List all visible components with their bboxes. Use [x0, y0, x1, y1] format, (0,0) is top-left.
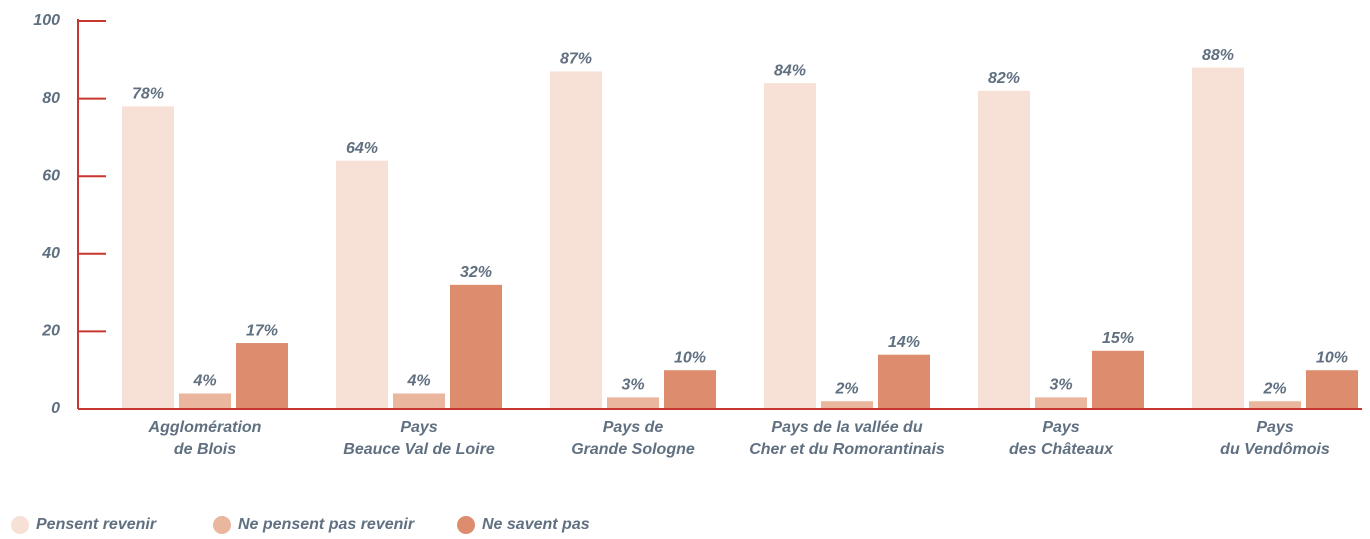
x-tick-label: Beauce Val de Loire — [343, 441, 495, 458]
bar — [179, 393, 231, 409]
value-label: 3% — [621, 377, 644, 394]
y-tick-label: 40 — [41, 245, 60, 262]
x-tick-label: Pays — [400, 419, 437, 436]
value-label: 4% — [192, 373, 216, 390]
bar — [1035, 397, 1087, 409]
y-tick-label: 20 — [41, 323, 60, 340]
bar — [1306, 370, 1358, 409]
value-label: 82% — [988, 70, 1020, 87]
y-tick-label: 60 — [42, 167, 60, 184]
value-label: 15% — [1102, 330, 1134, 347]
x-tick-label: de Blois — [174, 441, 236, 458]
value-label: 10% — [674, 349, 706, 366]
bar — [978, 90, 1030, 409]
value-label: 78% — [132, 86, 164, 103]
bar — [607, 397, 659, 409]
value-label: 2% — [834, 380, 858, 397]
value-label: 88% — [1202, 47, 1234, 64]
legend-swatch — [11, 516, 29, 534]
x-tick-label: Pays de — [603, 419, 664, 436]
bar — [122, 106, 174, 410]
bar — [550, 71, 602, 409]
x-tick-label: des Châteaux — [1009, 441, 1114, 458]
x-tick-label: Agglomération — [148, 419, 262, 436]
y-tick-label: 80 — [42, 90, 60, 107]
x-tick-label: Cher et du Romorantinais — [749, 441, 945, 458]
value-label: 14% — [888, 334, 920, 351]
legend-swatch — [213, 516, 231, 534]
x-tick-label: Grande Sologne — [571, 441, 695, 458]
bar — [664, 370, 716, 409]
legend-label: Pensent revenir — [36, 516, 157, 533]
bar — [1192, 67, 1244, 409]
value-label: 32% — [460, 264, 492, 281]
bar — [878, 354, 930, 409]
x-tick-label: Pays de la vallée du — [771, 419, 922, 436]
y-tick-label: 0 — [51, 400, 60, 417]
bar — [393, 393, 445, 409]
value-label: 3% — [1049, 377, 1072, 394]
bar — [236, 343, 288, 409]
value-label: 4% — [406, 373, 430, 390]
value-label: 87% — [560, 51, 592, 68]
bar — [821, 401, 873, 409]
bar — [764, 83, 816, 409]
bar — [1249, 401, 1301, 409]
x-tick-label: Pays — [1042, 419, 1079, 436]
value-label: 64% — [346, 140, 378, 157]
x-tick-label: du Vendômois — [1220, 441, 1330, 458]
value-label: 17% — [246, 322, 278, 339]
value-label: 2% — [1262, 380, 1286, 397]
bar — [450, 284, 502, 409]
bar — [1092, 350, 1144, 409]
legend-label: Ne savent pas — [482, 516, 590, 533]
bar — [336, 160, 388, 409]
x-tick-label: Pays — [1256, 419, 1293, 436]
value-label: 84% — [774, 62, 806, 79]
legend-swatch — [457, 516, 475, 534]
value-label: 10% — [1316, 349, 1348, 366]
legend-label: Ne pensent pas revenir — [238, 516, 415, 533]
y-tick-label: 100 — [33, 12, 60, 29]
